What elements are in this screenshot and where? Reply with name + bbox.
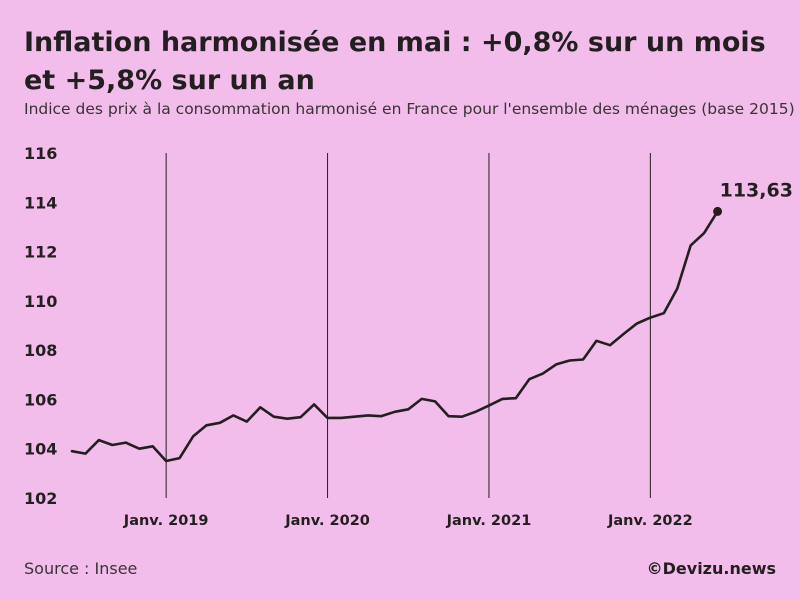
x-tick-label: Janv. 2022: [607, 513, 693, 529]
y-tick-label: 110: [24, 292, 57, 311]
last-point-marker: [713, 206, 723, 216]
series-group: [70, 210, 719, 463]
y-tick-label: 114: [24, 193, 57, 212]
x-tick-label: Janv. 2021: [446, 513, 532, 529]
chart-title: Inflation harmonisée en mai : +0,8% sur …: [24, 27, 766, 96]
x-tick-label: Janv. 2019: [123, 513, 209, 529]
y-tick-label: 106: [24, 390, 57, 409]
series-line: [70, 210, 719, 463]
brand-credit: ©Devizu.news: [646, 559, 776, 578]
source-note: Source : Insee: [24, 559, 138, 578]
y-tick-label: 102: [24, 489, 57, 508]
y-axis-ticks: 102 104 106 108 110 112 114 116: [24, 144, 57, 508]
y-tick-label: 108: [24, 341, 57, 360]
last-point-label: 113,63: [720, 179, 793, 201]
y-tick-label: 116: [24, 144, 57, 163]
x-axis-gridlines: [165, 153, 651, 498]
annotations-group: 113,63: [713, 179, 793, 216]
x-axis-ticks: Janv. 2019 Janv. 2020 Janv. 2021 Janv. 2022: [123, 513, 693, 529]
y-tick-label: 112: [24, 243, 57, 262]
x-tick-label: Janv. 2020: [284, 513, 370, 529]
y-tick-label: 104: [24, 440, 57, 459]
chart-subtitle: Indice des prix à la consommation harmon…: [24, 100, 795, 118]
